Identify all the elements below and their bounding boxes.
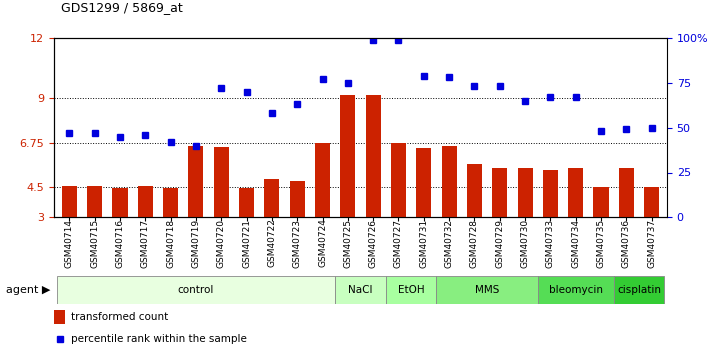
Text: GSM40729: GSM40729 — [495, 218, 504, 267]
Text: transformed count: transformed count — [71, 312, 169, 322]
Text: GSM40715: GSM40715 — [90, 218, 99, 268]
Bar — [315, 142, 330, 217]
Bar — [593, 187, 609, 217]
Text: GSM40723: GSM40723 — [293, 218, 301, 267]
Bar — [538, 276, 614, 304]
Text: GDS1299 / 5869_at: GDS1299 / 5869_at — [61, 1, 183, 14]
Text: GSM40726: GSM40726 — [368, 218, 378, 267]
Bar — [57, 276, 335, 304]
Text: GSM40724: GSM40724 — [318, 218, 327, 267]
Text: GSM40734: GSM40734 — [571, 218, 580, 267]
Bar — [112, 188, 128, 217]
Bar — [543, 169, 558, 217]
Text: GSM40719: GSM40719 — [191, 218, 200, 268]
Text: GSM40727: GSM40727 — [394, 218, 403, 267]
Text: GSM40720: GSM40720 — [217, 218, 226, 267]
Bar — [416, 148, 431, 217]
Text: GSM40717: GSM40717 — [141, 218, 150, 268]
Bar — [441, 146, 456, 217]
Text: percentile rank within the sample: percentile rank within the sample — [71, 334, 247, 344]
Bar — [619, 168, 634, 217]
Text: GSM40718: GSM40718 — [166, 218, 175, 268]
Bar — [335, 276, 386, 304]
Bar — [62, 186, 77, 217]
Text: GSM40714: GSM40714 — [65, 218, 74, 267]
Text: GSM40721: GSM40721 — [242, 218, 251, 267]
Text: GSM40730: GSM40730 — [521, 218, 530, 268]
Text: GSM40716: GSM40716 — [115, 218, 125, 268]
Text: cisplatin: cisplatin — [617, 285, 661, 295]
Bar — [614, 276, 664, 304]
Bar — [290, 181, 305, 217]
Bar — [644, 187, 659, 217]
Text: GSM40737: GSM40737 — [647, 218, 656, 268]
Text: GSM40735: GSM40735 — [596, 218, 606, 268]
Bar — [391, 142, 406, 217]
Bar — [492, 168, 508, 217]
Text: GSM40736: GSM40736 — [622, 218, 631, 268]
Bar — [265, 179, 280, 217]
Bar — [340, 95, 355, 217]
Bar — [87, 186, 102, 217]
Text: bleomycin: bleomycin — [549, 285, 603, 295]
Text: GSM40728: GSM40728 — [470, 218, 479, 267]
Text: NaCl: NaCl — [348, 285, 373, 295]
Bar — [54, 310, 65, 324]
Text: MMS: MMS — [475, 285, 500, 295]
Bar — [436, 276, 538, 304]
Bar — [386, 276, 436, 304]
Bar — [188, 146, 203, 217]
Bar — [568, 168, 583, 217]
Text: EtOH: EtOH — [398, 285, 425, 295]
Bar — [138, 186, 153, 217]
Text: GSM40732: GSM40732 — [445, 218, 454, 267]
Bar — [366, 95, 381, 217]
Text: GSM40722: GSM40722 — [267, 218, 276, 267]
Bar — [239, 188, 254, 217]
Bar — [518, 168, 533, 217]
Text: agent ▶: agent ▶ — [6, 285, 50, 295]
Text: GSM40731: GSM40731 — [420, 218, 428, 268]
Bar — [163, 188, 178, 217]
Text: GSM40733: GSM40733 — [546, 218, 555, 268]
Bar — [467, 164, 482, 217]
Bar — [213, 147, 229, 217]
Text: GSM40725: GSM40725 — [343, 218, 353, 267]
Text: control: control — [177, 285, 214, 295]
